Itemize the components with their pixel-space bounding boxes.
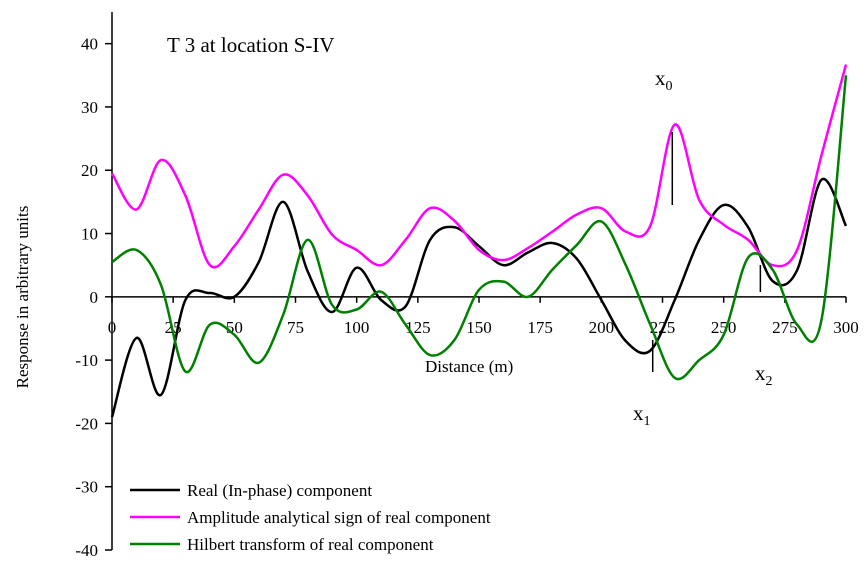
legend-label: Real (In-phase) component: [187, 481, 372, 500]
chart-title: T 3 at location S-IV: [167, 33, 335, 57]
annotation-base: x: [755, 361, 766, 385]
y-tick-label: 30: [81, 98, 98, 117]
series-line: [110, 64, 848, 269]
y-axis-label: Response in arbitrary units: [13, 206, 32, 389]
y-tick-label: 40: [81, 35, 98, 54]
x-tick-label: 150: [466, 318, 492, 337]
x-tick-label: 75: [287, 318, 304, 337]
annotation-base: x: [655, 66, 666, 90]
x-tick-label: 300: [833, 318, 859, 337]
y-tick-label: 20: [81, 161, 98, 180]
y-tick-label: -40: [75, 541, 98, 560]
x-tick-label: 200: [589, 318, 615, 337]
annotation-sub: 2: [766, 374, 773, 389]
x-tick-label: 100: [344, 318, 370, 337]
legend-label: Hilbert transform of real component: [187, 535, 434, 554]
x-tick-label: 0: [108, 318, 117, 337]
y-tick-label: -10: [75, 351, 98, 370]
x-tick-label: 250: [711, 318, 737, 337]
annotation-sub: 0: [666, 79, 673, 94]
y-tick-label: -20: [75, 414, 98, 433]
legend-label: Amplitude analytical sign of real compon…: [187, 508, 491, 527]
annotation-label: x1: [633, 401, 651, 429]
x-tick-label: 175: [527, 318, 553, 337]
annotation-label: x2: [755, 361, 773, 389]
x-axis-label: Distance (m): [425, 357, 513, 376]
annotation-sub: 1: [644, 414, 651, 429]
annotation-base: x: [633, 401, 644, 425]
x-tick-label: 275: [772, 318, 798, 337]
y-tick-label: -30: [75, 478, 98, 497]
series-line: [111, 75, 848, 381]
y-tick-label: 0: [90, 288, 99, 307]
series-line: [110, 177, 848, 418]
y-tick-label: 10: [81, 225, 98, 244]
annotation-label: x0: [655, 66, 673, 94]
